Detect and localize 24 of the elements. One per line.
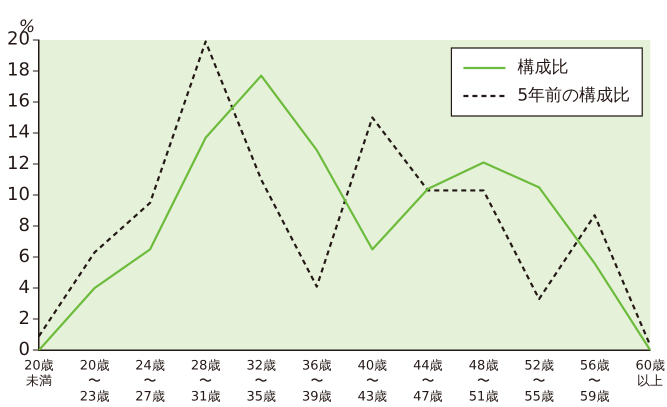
y-tick-label: 14 — [7, 122, 30, 143]
legend-label: 構成比 — [517, 57, 568, 78]
y-tick-label: 16 — [7, 90, 30, 112]
y-tick-label: 8 — [18, 214, 30, 236]
x-tick-label: 32歳〜35歳 — [246, 358, 276, 405]
y-tick-label: 18 — [7, 60, 30, 81]
x-tick-label: 28歳〜31歳 — [190, 358, 220, 405]
y-tick-label: 2 — [18, 308, 30, 329]
x-tick-label: 56歳〜59歳 — [580, 358, 610, 405]
x-tick-label: 60歳以上 — [635, 358, 665, 389]
y-tick-label: 0 — [18, 338, 30, 360]
y-tick-label: 10 — [7, 184, 30, 205]
legend-label: 5年前の構成比 — [517, 85, 630, 106]
x-tick-label: 40歳〜43歳 — [358, 358, 388, 405]
x-tick-label: 20歳未満 — [24, 358, 54, 389]
x-tick-label: 52歳〜55歳 — [524, 358, 554, 405]
x-tick-label: 20歳〜23歳 — [80, 358, 110, 405]
y-tick-label: 4 — [18, 276, 30, 298]
y-tick-label: 12 — [7, 152, 30, 174]
x-tick-label: 44歳〜47歳 — [413, 358, 443, 405]
x-tick-label: 48歳〜51歳 — [468, 358, 498, 405]
x-tick-label: 36歳〜39歳 — [302, 358, 332, 405]
y-tick-label: 6 — [18, 246, 30, 267]
x-tick-label: 24歳〜27歳 — [135, 358, 165, 405]
